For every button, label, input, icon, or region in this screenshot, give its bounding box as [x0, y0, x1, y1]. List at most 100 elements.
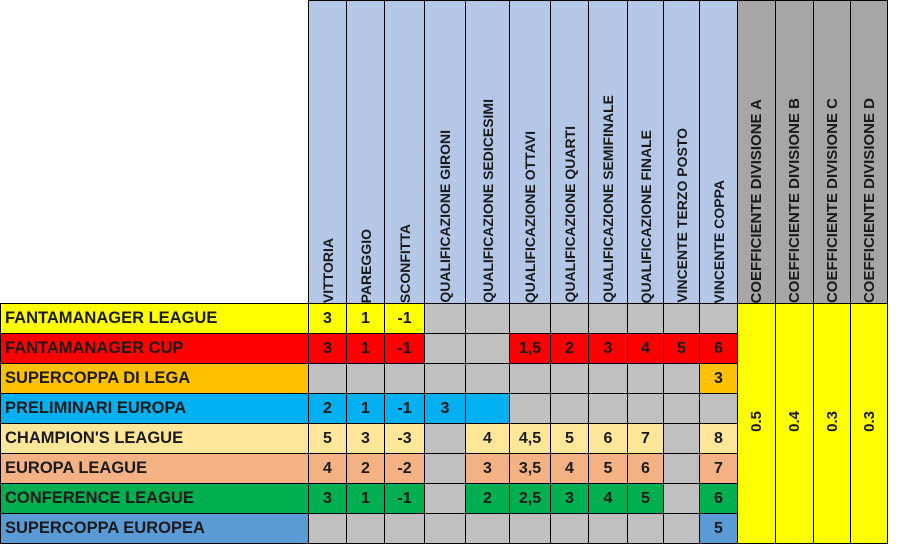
- coefficient-header-label: COEFFICIENTE DIVISIONE B: [786, 97, 803, 303]
- points-cell: 4: [627, 333, 664, 364]
- points-cell: 2: [465, 483, 510, 514]
- points-cell: [627, 363, 664, 394]
- points-cell: -1: [384, 303, 425, 334]
- column-header-label: VINCENTE COPPA: [710, 179, 727, 303]
- points-cell: [550, 393, 589, 424]
- points-cell: [627, 513, 664, 544]
- points-cell: [663, 423, 700, 454]
- points-cell: 3: [346, 423, 385, 454]
- column-header-label: PAREGGIO: [357, 228, 374, 303]
- points-cell: 4: [588, 483, 628, 514]
- points-cell: [588, 363, 628, 394]
- points-cell: [346, 513, 385, 544]
- points-cell: [424, 483, 466, 514]
- points-cell: [588, 303, 628, 334]
- points-cell: 4: [308, 453, 347, 484]
- points-cell: [465, 303, 510, 334]
- column-header: QUALIFICAZIONE SEMIFINALE: [588, 0, 628, 304]
- coefficient-value-cell: 0.4: [775, 303, 814, 544]
- column-header: PAREGGIO: [346, 0, 385, 304]
- points-cell: -1: [384, 333, 425, 364]
- points-cell: 1: [346, 333, 385, 364]
- points-cell: [384, 513, 425, 544]
- points-cell: 2: [346, 453, 385, 484]
- points-cell: [384, 363, 425, 394]
- table-row: SUPERCOPPA EUROPEA 5: [0, 513, 888, 544]
- points-cell: [509, 513, 551, 544]
- points-cell: 5: [588, 453, 628, 484]
- competition-name: SUPERCOPPA DI LEGA: [0, 363, 309, 394]
- points-cell: 1: [346, 483, 385, 514]
- column-header-label: QUALIFICAZIONE QUARTI: [561, 126, 578, 303]
- coefficient-header: COEFFICIENTE DIVISIONE A: [737, 0, 776, 304]
- points-cell: [424, 303, 466, 334]
- competition-name: CHAMPION'S LEAGUE: [0, 423, 309, 454]
- points-cell: 3: [308, 483, 347, 514]
- points-cell: [550, 513, 589, 544]
- points-cell: [588, 393, 628, 424]
- points-cell: -1: [384, 393, 425, 424]
- points-cell: -1: [384, 483, 425, 514]
- points-cell: 8: [699, 423, 738, 454]
- points-cell: -3: [384, 423, 425, 454]
- points-cell: 3: [424, 393, 466, 424]
- header-row: VITTORIA PAREGGIO SCONFITTA QUALIFICAZIONE …: [0, 0, 888, 304]
- points-cell: 3: [588, 333, 628, 364]
- column-header-label: VITTORIA: [319, 237, 336, 303]
- points-cell: [509, 363, 551, 394]
- points-cell: 3: [465, 453, 510, 484]
- points-cell: 6: [699, 483, 738, 514]
- points-cell: [588, 513, 628, 544]
- table-row: SUPERCOPPA DI LEGA 3: [0, 363, 888, 394]
- column-header-label: VINCENTE TERZO POSTO: [673, 128, 690, 303]
- points-cell: [550, 303, 589, 334]
- points-cell: 5: [308, 423, 347, 454]
- points-cell: 6: [588, 423, 628, 454]
- competition-name: FANTAMANAGER CUP: [0, 333, 309, 364]
- points-cell: 3: [308, 333, 347, 364]
- points-cell: -2: [384, 453, 425, 484]
- points-cell: 3,5: [509, 453, 551, 484]
- points-cell: 7: [699, 453, 738, 484]
- column-header-label: QUALIFICAZIONE SEDICESIMI: [479, 99, 496, 303]
- points-cell: [663, 393, 700, 424]
- coefficient-value: 0.5: [748, 411, 765, 432]
- points-cell: [509, 303, 551, 334]
- points-table: VITTORIA PAREGGIO SCONFITTA QUALIFICAZIONE …: [0, 0, 888, 544]
- column-header: VINCENTE COPPA: [699, 0, 738, 304]
- points-cell: 2: [550, 333, 589, 364]
- points-cell: [663, 303, 700, 334]
- points-cell: [424, 423, 466, 454]
- table-row: CHAMPION'S LEAGUE 5 3 -3 4 4,5 5 6 7 8: [0, 423, 888, 454]
- column-header-label: QUALIFICAZIONE SEMIFINALE: [600, 95, 616, 303]
- points-cell: 5: [627, 483, 664, 514]
- coefficient-value-cell: 0.3: [813, 303, 851, 544]
- points-cell: [424, 363, 466, 394]
- table-row: EUROPA LEAGUE 4 2 -2 3 3,5 4 5 6 7: [0, 453, 888, 484]
- corner-blank: [0, 0, 309, 304]
- points-cell: [627, 393, 664, 424]
- points-cell: [627, 303, 664, 334]
- points-cell: 5: [663, 333, 700, 364]
- coefficient-value: 0.3: [823, 411, 841, 432]
- points-cell: 2,5: [509, 483, 551, 514]
- points-cell: 2: [308, 393, 347, 424]
- points-cell: [663, 453, 700, 484]
- competition-name: SUPERCOPPA EUROPEA: [0, 513, 309, 544]
- column-header-label: SCONFITTA: [396, 223, 413, 303]
- points-cell: 3: [308, 303, 347, 334]
- points-cell: [699, 393, 738, 424]
- points-cell: [308, 363, 347, 394]
- column-header: QUALIFICAZIONE GIRONI: [424, 0, 466, 304]
- points-cell: 1: [346, 303, 385, 334]
- points-cell: [465, 513, 510, 544]
- points-cell: 4: [550, 453, 589, 484]
- points-cell: 5: [699, 513, 738, 544]
- points-cell: [550, 363, 589, 394]
- competition-name: EUROPA LEAGUE: [0, 453, 309, 484]
- points-cell: [465, 333, 510, 364]
- column-header: VITTORIA: [308, 0, 347, 304]
- points-cell: [424, 513, 466, 544]
- points-cell: [308, 513, 347, 544]
- points-cell: 3: [699, 363, 738, 394]
